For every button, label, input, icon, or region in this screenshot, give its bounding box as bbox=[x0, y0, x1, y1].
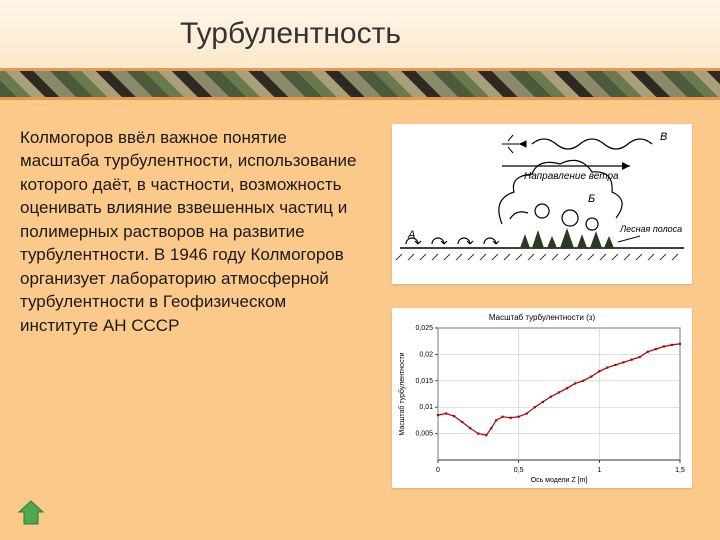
figure-wind-schematic: В Направление ветра Б bbox=[392, 124, 692, 284]
svg-text:Ось модели Z [m]: Ось модели Z [m] bbox=[531, 477, 588, 484]
body-text: Колмогоров ввёл важное понятие масштаба … bbox=[20, 120, 360, 526]
home-arrow-icon bbox=[16, 498, 46, 528]
forest-label: Лесная полоса bbox=[619, 224, 682, 234]
aircraft-icon bbox=[502, 135, 526, 153]
wave-line bbox=[532, 139, 652, 149]
nav-back-button[interactable] bbox=[16, 498, 46, 528]
svg-text:0: 0 bbox=[436, 467, 440, 474]
svg-text:Масштаб турбулентности: Масштаб турбулентности bbox=[398, 352, 406, 435]
svg-text:0,005: 0,005 bbox=[415, 431, 433, 438]
svg-text:1: 1 bbox=[597, 467, 601, 474]
slide-content: Колмогоров ввёл важное понятие масштаба … bbox=[0, 100, 720, 540]
wind-arrow-head bbox=[622, 162, 630, 170]
slide-header: Турбулентность bbox=[0, 0, 720, 100]
svg-text:0,02: 0,02 bbox=[419, 351, 433, 358]
svg-text:0,5: 0,5 bbox=[514, 467, 524, 474]
slide: Турбулентность Колмогоров ввёл важное по… bbox=[0, 0, 720, 540]
label-a: А bbox=[407, 229, 415, 241]
svg-text:Масштаб турбулентности (з): Масштаб турбулентности (з) bbox=[489, 313, 596, 322]
svg-text:0,015: 0,015 bbox=[415, 378, 433, 385]
decorative-band bbox=[0, 68, 720, 100]
forest-pointer bbox=[618, 236, 640, 242]
figures-column: В Направление ветра Б bbox=[378, 120, 706, 526]
title-area: Турбулентность bbox=[0, 0, 720, 68]
label-v: В bbox=[660, 131, 667, 143]
label-b: Б bbox=[588, 193, 595, 205]
svg-text:0,025: 0,025 bbox=[415, 325, 433, 332]
ground-hatch bbox=[396, 254, 678, 260]
svg-text:1,5: 1,5 bbox=[675, 467, 685, 474]
bounce-arrows bbox=[406, 238, 499, 244]
svg-text:0,01: 0,01 bbox=[419, 404, 433, 411]
slide-title: Турбулентность bbox=[180, 17, 401, 51]
figure-turbulence-chart: Масштаб турбулентности (з) 0,005 0,01 0,015… bbox=[392, 308, 692, 488]
wind-label: Направление ветра bbox=[524, 171, 619, 182]
forest-strip bbox=[520, 228, 614, 248]
